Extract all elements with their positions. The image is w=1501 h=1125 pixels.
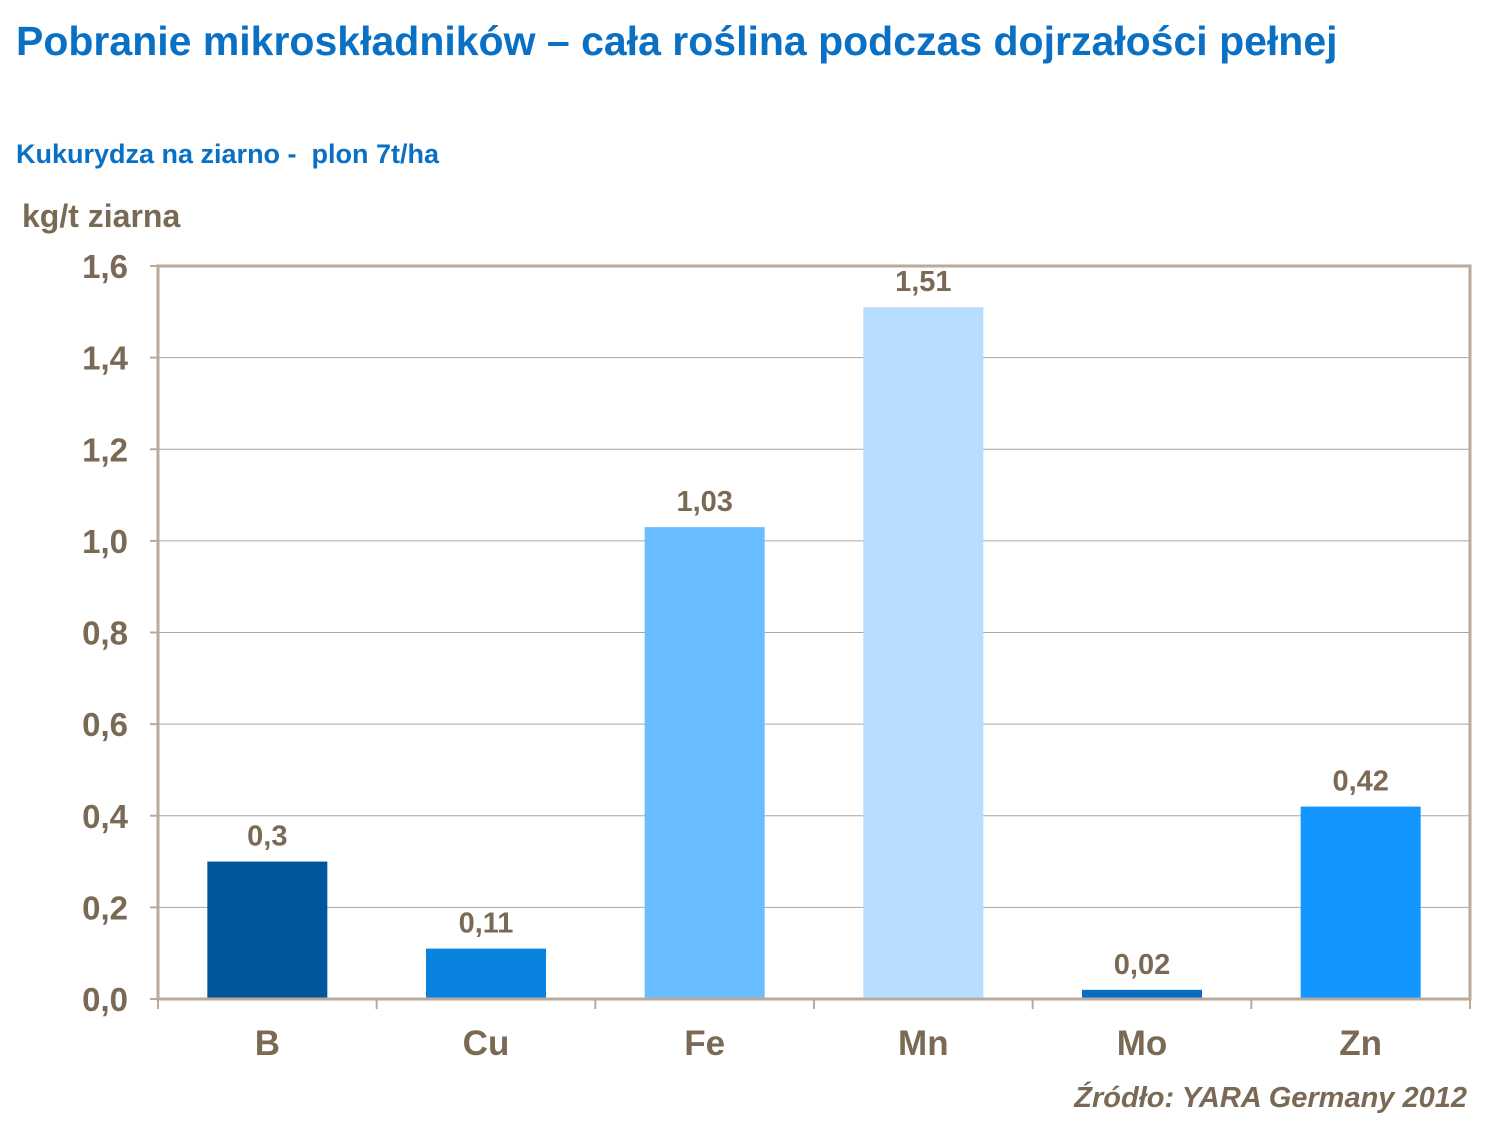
axes bbox=[150, 264, 1472, 1009]
data-label: 0,3 bbox=[247, 821, 287, 853]
y-axis-label: kg/t ziarna bbox=[22, 198, 181, 234]
y-tick-label: 0,6 bbox=[82, 706, 128, 743]
labels: 0,0 0,2 0,4 0,6 0,8 1,0 1,2 1,4 1,6 0,3 B 0,11 Cu 1,0… bbox=[82, 248, 1389, 1063]
x-tick-label: Cu bbox=[463, 1024, 510, 1063]
y-tick-label: 0,0 bbox=[82, 981, 128, 1018]
y-tick-label: 0,8 bbox=[82, 615, 128, 652]
bar-mo bbox=[1082, 989, 1202, 999]
y-tick-label: 0,4 bbox=[82, 798, 129, 835]
y-tick-label: 0,2 bbox=[82, 889, 128, 926]
x-tick-label: Fe bbox=[684, 1024, 725, 1063]
bar-fe bbox=[644, 527, 765, 999]
y-tick-label: 1,0 bbox=[82, 523, 128, 560]
data-label: 1,03 bbox=[676, 486, 732, 518]
gridlines bbox=[158, 265, 1470, 908]
data-label: 0,02 bbox=[1114, 949, 1170, 981]
bars bbox=[207, 307, 1421, 999]
bar-b bbox=[207, 861, 328, 999]
y-tick-label: 1,4 bbox=[82, 340, 129, 377]
x-tick-label: Zn bbox=[1339, 1024, 1382, 1063]
data-label: 1,51 bbox=[895, 266, 951, 298]
x-tick-label: Mo bbox=[1117, 1024, 1168, 1063]
bar-mn bbox=[863, 307, 984, 999]
y-tick-label: 1,2 bbox=[82, 431, 128, 468]
bar-cu bbox=[426, 948, 546, 999]
chart-subtitle: Kukurydza na ziarno - plon 7t/ha bbox=[16, 139, 440, 169]
data-label: 0,42 bbox=[1332, 766, 1388, 798]
chart-title: Pobranie mikroskładników – cała roślina … bbox=[16, 18, 1338, 64]
y-tick-label: 1,6 bbox=[82, 248, 128, 285]
data-label: 0,11 bbox=[459, 908, 514, 940]
bar-zn bbox=[1300, 806, 1421, 999]
source-note: Źródło: YARA Germany 2012 bbox=[1074, 1082, 1467, 1114]
x-tick-label: B bbox=[255, 1024, 280, 1063]
x-tick-label: Mn bbox=[898, 1024, 949, 1063]
